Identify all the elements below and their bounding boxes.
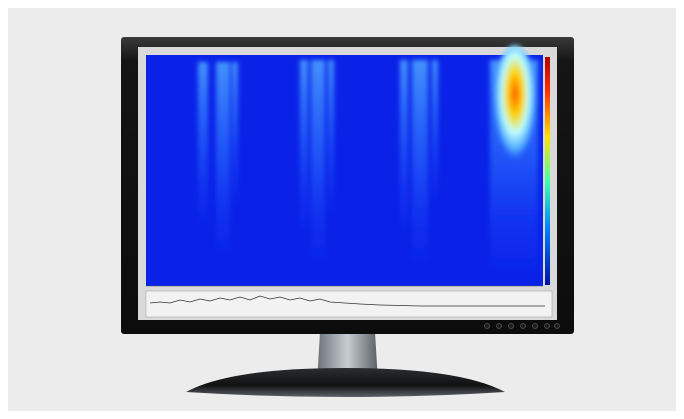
waveform-panel	[145, 290, 553, 318]
stand-base	[186, 368, 505, 397]
colorbar	[545, 57, 550, 285]
waveform	[149, 295, 545, 307]
spectrogram	[146, 45, 550, 286]
monitor-buttons	[484, 323, 560, 329]
